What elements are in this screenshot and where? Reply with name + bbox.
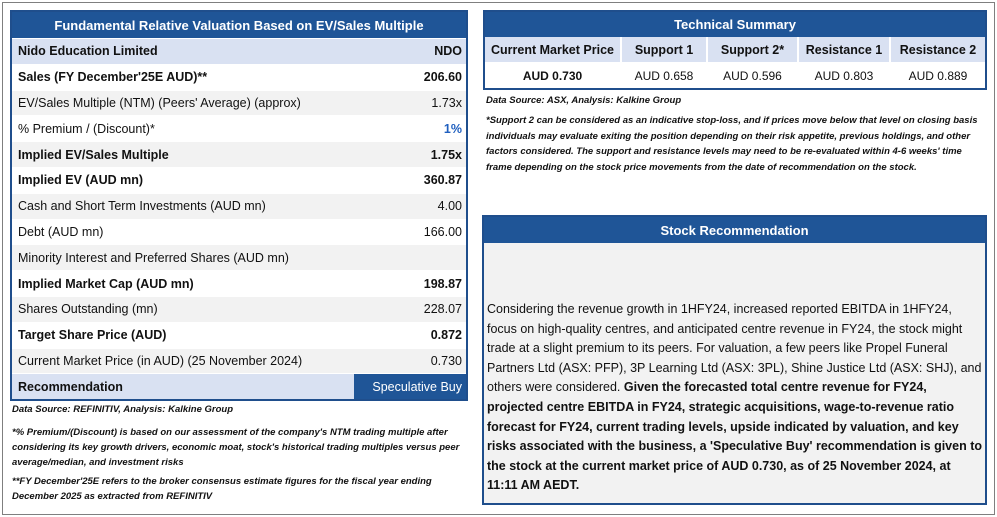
valuation-note-premium: *% Premium/(Discount) is based on our as… xyxy=(12,427,460,468)
table-row-target-price: Target Share Price (AUD) 0.872 xyxy=(12,321,466,348)
support-2-value: AUD 0.596 xyxy=(708,63,799,88)
valuation-source: Data Source: REFINITIV, Analysis: Kalkin… xyxy=(12,404,234,415)
technical-note: *Support 2 can be considered as an indic… xyxy=(486,115,978,173)
table-row-implied-multiple: Implied EV/Sales Multiple 1.75x xyxy=(12,141,466,167)
row-value: 198.87 xyxy=(423,276,462,291)
row-value: 360.87 xyxy=(423,173,462,188)
technical-header-row: Current Market Price Support 1 Support 2… xyxy=(485,37,985,63)
row-value: 0.730 xyxy=(430,353,462,368)
stock-recommendation-text: Considering the revenue growth in 1HFY24… xyxy=(487,300,982,496)
recommendation-text-plain: Considering the revenue growth in 1HFY24… xyxy=(487,302,982,395)
technical-summary-table: Technical Summary Current Market Price S… xyxy=(483,10,987,90)
row-label: Shares Outstanding (mn) xyxy=(18,302,158,317)
row-label: Debt (AUD mn) xyxy=(18,224,104,239)
column-header: Resistance 2 xyxy=(899,42,977,57)
table-row-current-price: Current Market Price (in AUD) (25 Novemb… xyxy=(12,347,466,374)
technical-value-row: AUD 0.730 AUD 0.658 AUD 0.596 AUD 0.803 … xyxy=(485,63,985,88)
stock-recommendation-title: Stock Recommendation xyxy=(484,217,985,243)
table-row-ev-sales-multiple: EV/Sales Multiple (NTM) (Peers' Average)… xyxy=(12,89,466,116)
row-value: 1.73x xyxy=(431,95,462,110)
row-value: 228.07 xyxy=(423,302,462,317)
column-header: Resistance 1 xyxy=(799,37,891,62)
row-value: 166.00 xyxy=(423,224,462,239)
support-1-value: AUD 0.658 xyxy=(622,63,708,88)
valuation-title: Fundamental Relative Valuation Based on … xyxy=(12,12,466,38)
row-value: 1.75x xyxy=(430,147,462,162)
column-header: Support 1 xyxy=(622,37,708,62)
table-row-recommendation: Recommendation Speculative Buy xyxy=(12,373,466,400)
stock-recommendation-panel: Stock Recommendation Considering the rev… xyxy=(482,215,987,505)
valuation-table: Fundamental Relative Valuation Based on … xyxy=(10,10,468,402)
table-row-minority-interest: Minority Interest and Preferred Shares (… xyxy=(12,244,466,271)
column-header: Support 2* xyxy=(708,37,799,62)
current-price-value: AUD 0.730 xyxy=(485,63,622,88)
row-label: Cash and Short Term Investments (AUD mn) xyxy=(18,199,266,214)
technical-title: Technical Summary xyxy=(485,12,985,37)
resistance-1-value: AUD 0.803 xyxy=(799,63,891,88)
row-value: 0.872 xyxy=(430,328,462,343)
recommendation-text-bold: Given the forecasted total centre revenu… xyxy=(487,380,982,493)
row-label: Implied Market Cap (AUD mn) xyxy=(18,276,194,291)
row-label: EV/Sales Multiple (NTM) (Peers' Average)… xyxy=(18,95,301,110)
row-label: % Premium / (Discount)* xyxy=(18,121,155,136)
table-row-shares: Shares Outstanding (mn) 228.07 xyxy=(12,295,466,322)
technical-source: Data Source: ASX, Analysis: Kalkine Grou… xyxy=(486,95,682,106)
valuation-note-fy: **FY December'25E refers to the broker c… xyxy=(12,476,432,502)
row-value: 4.00 xyxy=(437,199,462,214)
row-value: 1% xyxy=(443,121,462,136)
table-row-cash: Cash and Short Term Investments (AUD mn)… xyxy=(12,192,466,219)
table-row-sales: Sales (FY December'25E AUD)** 206.60 xyxy=(12,63,466,90)
table-row-debt: Debt (AUD mn) 166.00 xyxy=(12,218,466,245)
table-row-premium: % Premium / (Discount)* 1% xyxy=(12,115,466,141)
table-row-implied-ev: Implied EV (AUD mn) 360.87 xyxy=(12,166,466,193)
row-label: Nido Education Limited xyxy=(18,44,158,59)
row-value: NDO xyxy=(434,44,462,59)
row-label: Target Share Price (AUD) xyxy=(18,328,167,343)
resistance-2-value: AUD 0.889 xyxy=(908,68,968,83)
row-value: 206.60 xyxy=(423,70,462,85)
row-label: Recommendation xyxy=(18,379,123,394)
row-label: Implied EV (AUD mn) xyxy=(18,173,144,188)
row-label: Sales (FY December'25E AUD)** xyxy=(18,70,208,85)
table-row-market-cap: Implied Market Cap (AUD mn) 198.87 xyxy=(12,270,466,296)
row-label: Current Market Price (in AUD) (25 Novemb… xyxy=(18,353,303,368)
row-label: Implied EV/Sales Multiple xyxy=(18,147,169,162)
recommendation-badge: Speculative Buy xyxy=(354,374,466,400)
row-label: Minority Interest and Preferred Shares (… xyxy=(18,250,289,265)
table-row-company: Nido Education Limited NDO xyxy=(12,38,466,64)
column-header: Current Market Price xyxy=(485,37,622,62)
